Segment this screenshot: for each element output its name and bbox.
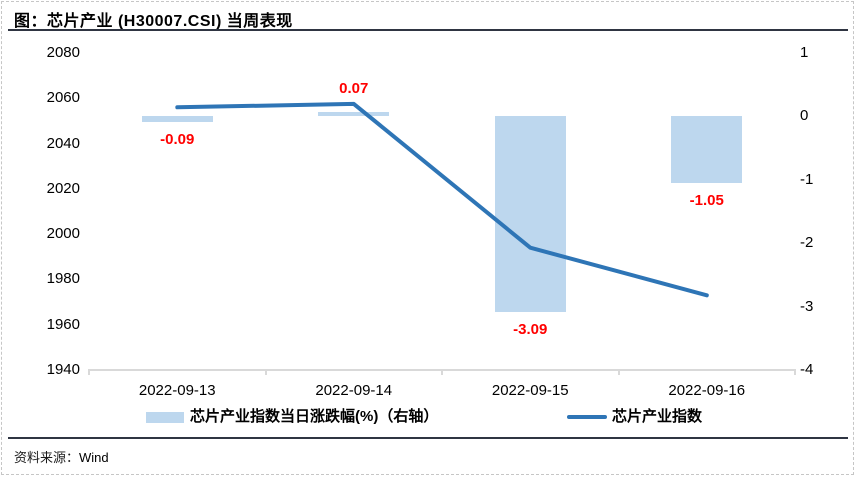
left-axis-tick: 2040 <box>46 134 80 152</box>
left-axis-tick: 1940 <box>46 361 80 378</box>
source-label: 资料来源： <box>14 450 80 465</box>
title-divider <box>8 29 848 31</box>
index-line-path <box>175 101 709 298</box>
footer-divider <box>8 437 848 439</box>
category-label: 2022-09-16 <box>668 382 746 399</box>
right-axis-tick: -4 <box>800 361 814 378</box>
right-axis-tick: -1 <box>800 170 814 188</box>
source-value: Wind <box>79 450 109 465</box>
legend-line-label: 芯片产业指数 <box>612 408 703 425</box>
left-axis-tick: 1960 <box>46 315 80 333</box>
x-axis-tick-mark <box>264 369 267 375</box>
x-axis-tick-mark <box>794 369 796 375</box>
category-label: 2022-09-13 <box>138 382 216 399</box>
bar-2022-09-15 <box>494 116 566 313</box>
x-axis-tick-mark <box>88 369 90 375</box>
legend-line-swatch <box>567 415 607 419</box>
bar-2022-09-16 <box>671 116 743 183</box>
bar-2022-09-13 <box>141 116 213 123</box>
bar-data-label: -0.09 <box>160 131 195 149</box>
right-axis-tick: 0 <box>800 107 809 125</box>
bar-data-label: 0.07 <box>339 79 369 97</box>
legend-bar-swatch <box>146 412 184 423</box>
left-axis-tick: 2080 <box>46 44 80 61</box>
figure-title: 图：芯片产业 (H30007.CSI) 当周表现 <box>14 13 293 30</box>
category-label: 2022-09-15 <box>491 382 569 399</box>
right-axis-tick: -3 <box>800 297 814 315</box>
left-axis-tick: 2060 <box>46 89 80 107</box>
bar-data-label: -1.05 <box>689 191 724 209</box>
left-axis-tick: 2020 <box>46 179 80 197</box>
category-label: 2022-09-14 <box>315 382 393 399</box>
bar-data-label: -3.09 <box>513 321 548 339</box>
source-line: 资料来源：Wind <box>14 447 109 466</box>
left-axis-tick: 1980 <box>46 270 80 288</box>
right-axis-tick: -2 <box>800 234 814 252</box>
bar-2022-09-14 <box>318 111 390 117</box>
x-axis-tick-mark <box>441 369 443 375</box>
x-axis-tick-mark <box>617 369 620 375</box>
right-axis-tick: 1 <box>800 44 809 61</box>
legend-bar-label: 芯片产业指数当日涨跌幅(%)（右轴） <box>190 408 439 425</box>
left-axis-tick: 2000 <box>46 225 80 243</box>
